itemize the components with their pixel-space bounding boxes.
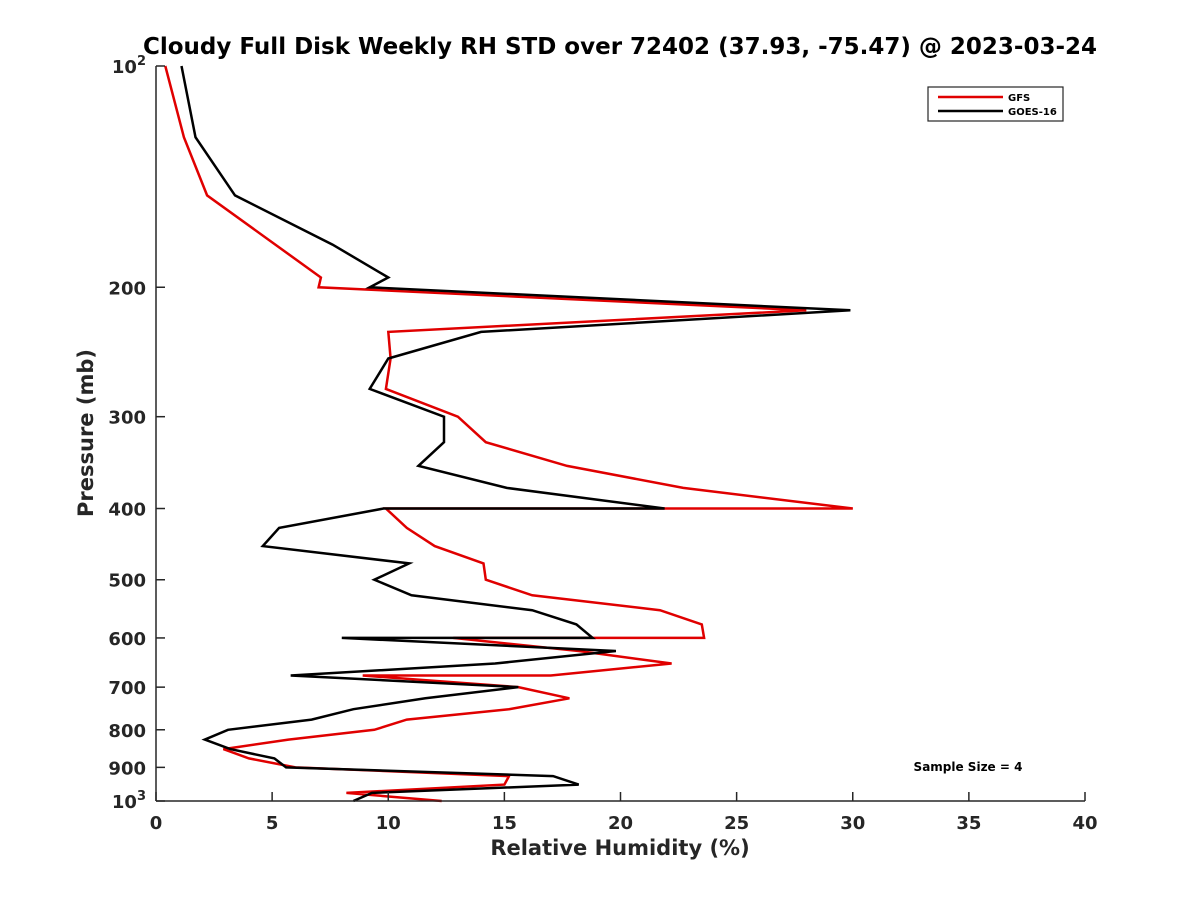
y-tick-label: 700 xyxy=(108,678,146,699)
series-layer xyxy=(164,65,853,803)
plot-area xyxy=(156,66,1085,801)
y-tick-label: 600 xyxy=(108,629,146,650)
y-tick-label: 900 xyxy=(108,758,146,779)
y-tick-label: 103 xyxy=(112,789,146,813)
axes-background xyxy=(156,66,1085,801)
x-tick-label: 25 xyxy=(724,813,749,834)
series-line-goes-16 xyxy=(180,65,851,803)
x-ticks: 0 5 10 15 20 25 30 35 40 xyxy=(150,792,1098,834)
series-line-gfs xyxy=(164,65,853,803)
x-tick-label: 30 xyxy=(840,813,865,834)
y-tick-label: 102 xyxy=(112,54,146,78)
legend-label-goes-16: GOES-16 xyxy=(1008,107,1057,118)
legend-label-gfs: GFS xyxy=(1008,93,1030,104)
x-tick-label: 40 xyxy=(1072,813,1097,834)
sample-size-annotation: Sample Size = 4 xyxy=(914,760,1023,774)
x-tick-label: 10 xyxy=(376,813,401,834)
y-tick-label: 500 xyxy=(108,571,146,592)
x-tick-label: 35 xyxy=(956,813,981,834)
y-tick-label: 200 xyxy=(108,278,146,299)
x-tick-label: 15 xyxy=(492,813,517,834)
y-tick-label: 300 xyxy=(108,408,146,429)
y-axis-label: Pressure (mb) xyxy=(74,349,98,517)
x-tick-label: 5 xyxy=(266,813,279,834)
legend: GFS GOES-16 xyxy=(927,86,1064,122)
legend-items: GFS GOES-16 xyxy=(938,93,1057,118)
x-tick-label: 0 xyxy=(150,813,163,834)
y-tick-label: 800 xyxy=(108,721,146,742)
chart-title: Cloudy Full Disk Weekly RH STD over 7240… xyxy=(143,34,1097,60)
y-ticks: 200 300 400 500 600 700 800 900 102 103 xyxy=(108,54,165,813)
y-tick-label: 400 xyxy=(108,500,146,521)
x-axis-label: Relative Humidity (%) xyxy=(490,836,749,860)
legend-box xyxy=(927,86,1064,122)
x-tick-label: 20 xyxy=(608,813,633,834)
